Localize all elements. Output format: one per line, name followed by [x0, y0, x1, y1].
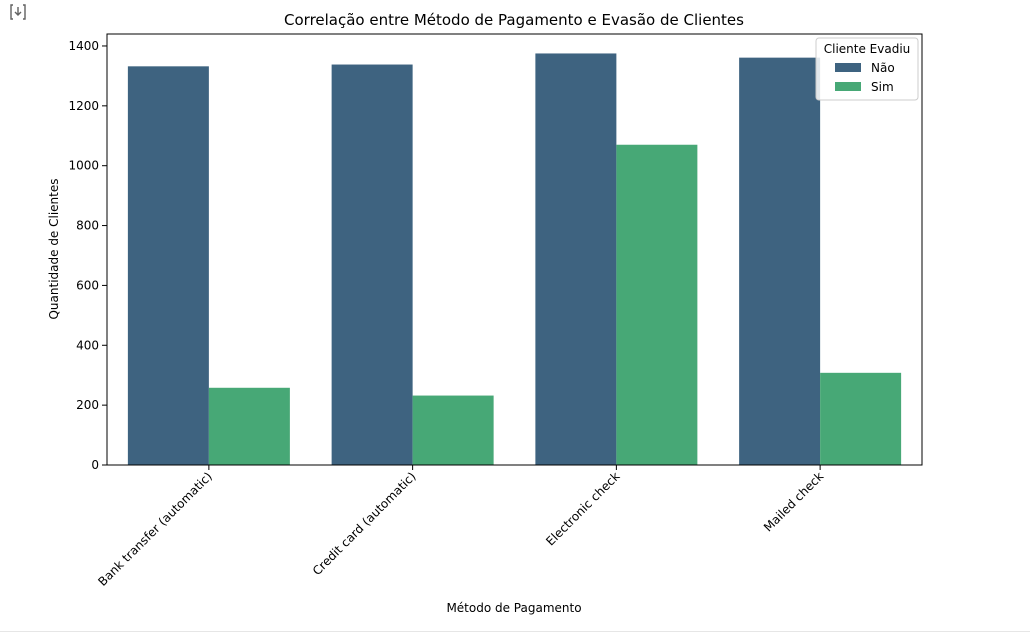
legend-label-sim: Sim — [871, 80, 894, 94]
bar-sim-1 — [412, 395, 494, 465]
x-tick-label: Mailed check — [761, 469, 826, 534]
y-tick-label: 0 — [91, 458, 99, 472]
y-tick-label: 1200 — [68, 99, 99, 113]
x-tick-label: Electronic check — [543, 469, 622, 548]
legend-title: Cliente Evadiu — [824, 42, 911, 56]
x-tick-label: Bank transfer (automatic) — [95, 469, 215, 589]
y-axis-label: Quantidade de Clientes — [47, 178, 61, 319]
y-tick-label: 400 — [76, 338, 99, 352]
y-tick-label: 1000 — [68, 159, 99, 173]
bar-sim-3 — [820, 372, 902, 465]
cell-divider — [0, 631, 1030, 632]
x-axis-label: Método de Pagamento — [446, 601, 581, 615]
y-tick-label: 600 — [76, 278, 99, 292]
cell-output-icon[interactable] — [8, 2, 28, 22]
y-tick-label: 200 — [76, 398, 99, 412]
bar-sim-0 — [208, 387, 290, 465]
plot-frame — [106, 33, 923, 466]
y-tick-label: 1400 — [68, 39, 99, 53]
legend-label-nao: Não — [871, 61, 895, 75]
legend-swatch-sim — [835, 82, 861, 91]
legend-swatch-nao — [835, 63, 861, 72]
bar-nao-0 — [127, 66, 209, 465]
x-tick-label: Credit card (automatic) — [310, 469, 419, 578]
bar-sim-2 — [616, 144, 698, 466]
legend: Cliente Evadiu Não Sim — [815, 37, 919, 101]
bar-nao-2 — [535, 53, 617, 465]
chart-title: Correlação entre Método de Pagamento e E… — [284, 11, 744, 29]
bar-nao-1 — [331, 64, 413, 465]
y-tick-label: 800 — [76, 219, 99, 233]
bar-nao-3 — [739, 57, 821, 465]
